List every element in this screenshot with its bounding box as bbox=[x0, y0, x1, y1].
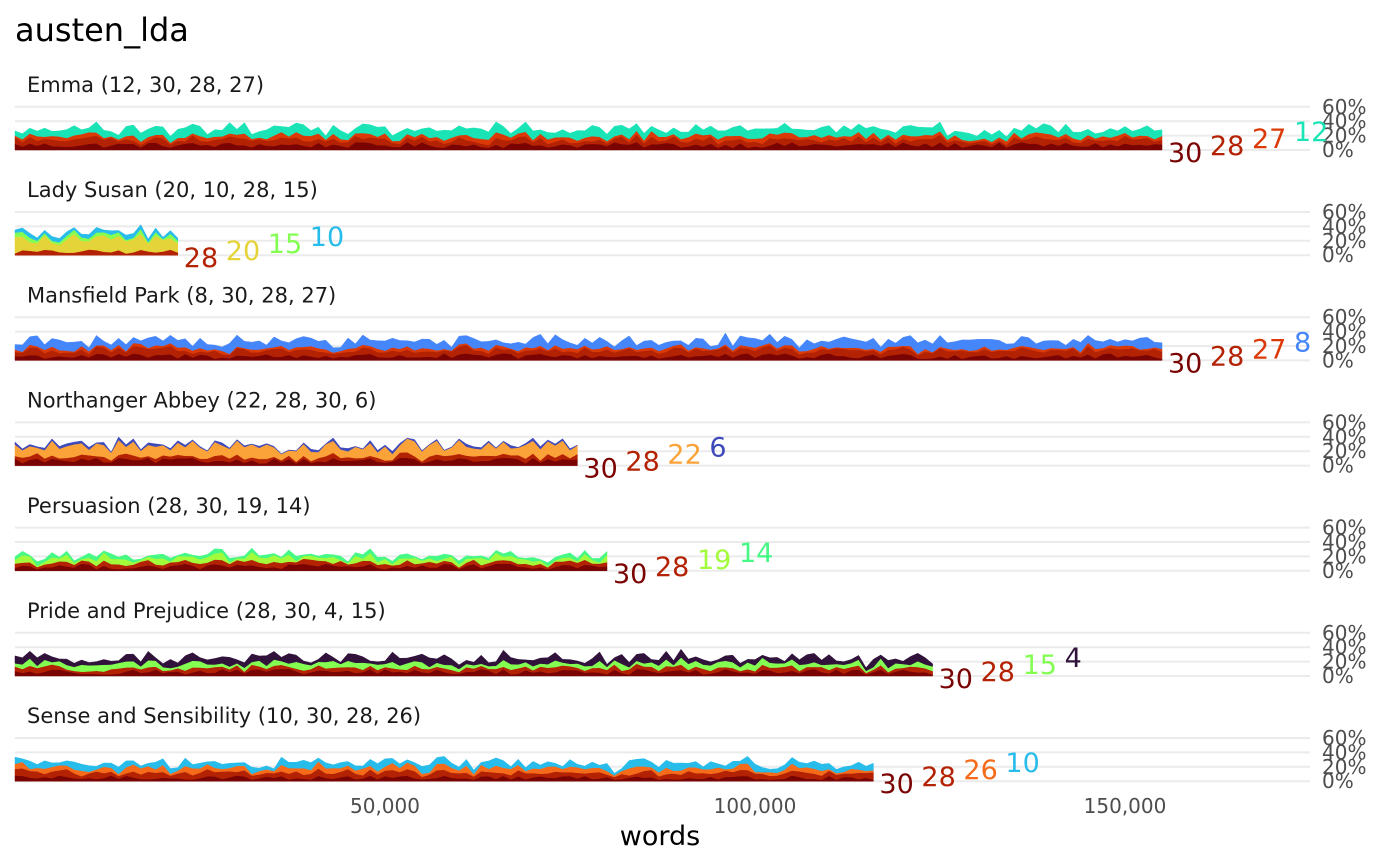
x-tick-label: 50,000 bbox=[350, 794, 420, 818]
y-tick-label: 0% bbox=[1322, 243, 1354, 267]
series-area-12 bbox=[14, 121, 1163, 144]
series-label-12: 12 bbox=[1294, 117, 1328, 148]
x-axis: 50,000 100,000 150,000 bbox=[350, 794, 1166, 818]
series-area-10 bbox=[14, 224, 179, 243]
series-label-20: 20 bbox=[226, 236, 260, 267]
series-label-30: 30 bbox=[613, 559, 647, 590]
panel-title: Pride and Prejudice (28, 30, 4, 15) bbox=[27, 599, 386, 623]
y-tick-label: 20% bbox=[1322, 544, 1366, 568]
chart-title: austen_lda bbox=[15, 11, 189, 49]
x-tick-label: 150,000 bbox=[1084, 794, 1167, 818]
panel-6: Pride and Prejudice (28, 30, 4, 15) 0%20%… bbox=[14, 599, 1366, 695]
panel-title: Mansfield Park (8, 30, 28, 27) bbox=[27, 283, 336, 307]
panel-title: Emma (12, 30, 28, 27) bbox=[27, 73, 264, 97]
series-label-19: 19 bbox=[697, 545, 731, 576]
series-area-14 bbox=[14, 547, 608, 567]
y-tick-label: 60% bbox=[1322, 200, 1366, 224]
panel-title: Sense and Sensibility (10, 30, 28, 26) bbox=[27, 704, 421, 728]
series-label-30: 30 bbox=[1168, 348, 1202, 379]
series-area-8 bbox=[14, 332, 1163, 355]
panel-7: Sense and Sensibility (10, 30, 28, 26) 0%… bbox=[14, 704, 1366, 800]
y-tick-label: 0% bbox=[1322, 559, 1354, 583]
y-tick-label: 40% bbox=[1322, 425, 1366, 449]
y-tick-label: 20% bbox=[1322, 334, 1366, 358]
series-label-28: 28 bbox=[921, 762, 955, 793]
panel-3: Mansfield Park (8, 30, 28, 27) 0%20%40%60… bbox=[14, 283, 1366, 379]
series-label-30: 30 bbox=[939, 664, 973, 695]
series-label-10: 10 bbox=[310, 222, 344, 253]
series-label-6: 6 bbox=[709, 433, 726, 464]
series-label-28: 28 bbox=[981, 657, 1015, 688]
series-area-6 bbox=[14, 436, 578, 455]
series-label-28: 28 bbox=[655, 552, 689, 583]
series-label-15: 15 bbox=[268, 229, 302, 260]
series-label-28: 28 bbox=[1210, 341, 1244, 372]
panel-4: Northanger Abbey (22, 28, 30, 6) 0%20%40%… bbox=[14, 389, 1366, 485]
series-label-4: 4 bbox=[1065, 643, 1082, 674]
series-label-30: 30 bbox=[583, 454, 617, 485]
y-tick-label: 0% bbox=[1322, 348, 1354, 372]
y-tick-label: 0% bbox=[1322, 769, 1354, 793]
y-tick-label: 60% bbox=[1322, 95, 1366, 119]
series-label-26: 26 bbox=[963, 755, 997, 786]
y-tick-label: 20% bbox=[1322, 124, 1366, 148]
y-tick-label: 0% bbox=[1322, 664, 1354, 688]
panels: Emma (12, 30, 28, 27)0%20%40%60%30 28 27 12… bbox=[14, 73, 1366, 800]
y-tick-label: 60% bbox=[1322, 410, 1366, 434]
series-label-28: 28 bbox=[625, 447, 659, 478]
series-label-10: 10 bbox=[1005, 748, 1039, 779]
x-tick-label: 100,000 bbox=[714, 794, 797, 818]
y-tick-label: 40% bbox=[1322, 635, 1366, 659]
y-tick-label: 0% bbox=[1322, 138, 1354, 162]
y-tick-label: 20% bbox=[1322, 229, 1366, 253]
panel-5: Persuasion (28, 30, 19, 14) 0%20%40%60% 30… bbox=[14, 494, 1366, 590]
y-tick-label: 60% bbox=[1322, 305, 1366, 329]
y-tick-label: 40% bbox=[1322, 530, 1366, 554]
y-tick-label: 40% bbox=[1322, 320, 1366, 344]
y-tick-label: 20% bbox=[1322, 439, 1366, 463]
y-tick-label: 40% bbox=[1322, 214, 1366, 238]
y-tick-label: 0% bbox=[1322, 454, 1354, 478]
series-label-27: 27 bbox=[1252, 334, 1286, 365]
series-label-8: 8 bbox=[1294, 327, 1311, 358]
y-tick-label: 40% bbox=[1322, 109, 1366, 133]
series-label-14: 14 bbox=[739, 538, 773, 569]
y-tick-label: 60% bbox=[1322, 726, 1366, 750]
panel-title: Lady Susan (20, 10, 28, 15) bbox=[27, 178, 318, 202]
panel-2: Lady Susan (20, 10, 28, 15) 0%20%40%60% 28… bbox=[14, 178, 1366, 274]
y-tick-label: 60% bbox=[1322, 516, 1366, 540]
series-area-10 bbox=[14, 755, 874, 776]
y-tick-label: 20% bbox=[1322, 650, 1366, 674]
y-tick-label: 40% bbox=[1322, 740, 1366, 764]
series-area-4 bbox=[14, 648, 933, 672]
x-axis-label: words bbox=[620, 821, 700, 852]
series-label-30: 30 bbox=[1168, 138, 1202, 169]
y-tick-label: 60% bbox=[1322, 621, 1366, 645]
series-label-30: 30 bbox=[879, 769, 913, 800]
series-label-15: 15 bbox=[1023, 650, 1057, 681]
panel-title: Persuasion (28, 30, 19, 14) bbox=[27, 494, 311, 518]
series-label-22: 22 bbox=[667, 440, 701, 471]
series-label-28: 28 bbox=[1210, 131, 1244, 162]
series-label-27: 27 bbox=[1252, 124, 1286, 155]
panel-title: Northanger Abbey (22, 28, 30, 6) bbox=[27, 389, 376, 413]
series-label-28: 28 bbox=[184, 243, 218, 274]
y-tick-label: 20% bbox=[1322, 755, 1366, 779]
panel-1: Emma (12, 30, 28, 27) 0%20%40%60% 30 28 27 12 bbox=[14, 73, 1366, 169]
